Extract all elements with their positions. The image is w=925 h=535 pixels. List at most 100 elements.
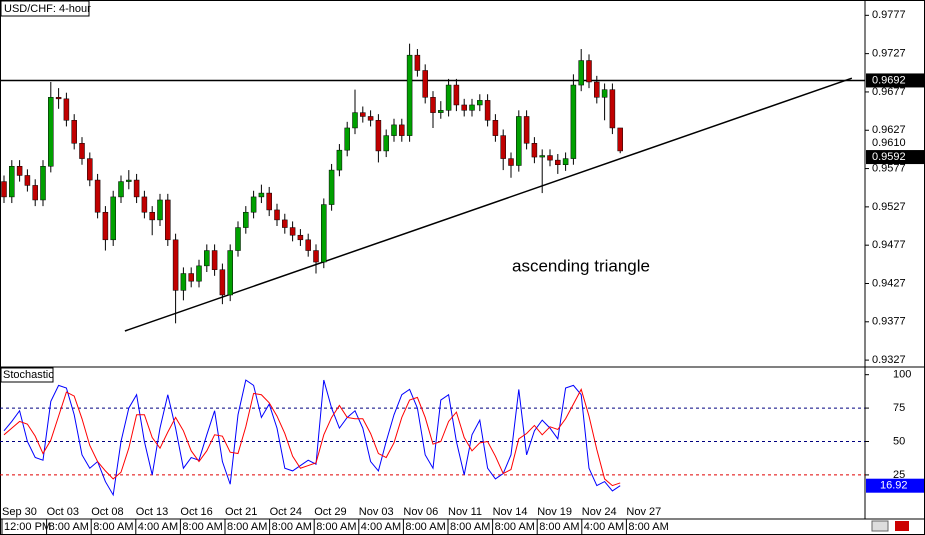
stochastic-line bbox=[3, 379, 621, 497]
candle-body bbox=[32, 185, 38, 201]
y-tick-label: 0.9377 bbox=[872, 316, 906, 328]
candle-body bbox=[305, 239, 311, 251]
candle-body bbox=[118, 181, 124, 198]
candle-body bbox=[445, 84, 452, 111]
x-time-label: 8:00 AM bbox=[495, 521, 535, 533]
current-label-box bbox=[866, 478, 924, 493]
candle-body bbox=[438, 110, 444, 113]
candle-body bbox=[71, 120, 77, 144]
candle-body bbox=[211, 250, 218, 270]
y-tick-label: 0.9677 bbox=[872, 86, 906, 98]
x-date-label: Nov 06 bbox=[403, 506, 438, 518]
trendline bbox=[124, 77, 853, 332]
candle-body bbox=[282, 219, 288, 228]
y-tick-label: 0.9327 bbox=[872, 354, 906, 366]
candle-body bbox=[601, 89, 608, 98]
candle-body bbox=[297, 234, 304, 241]
y-tick-label: 0.9527 bbox=[872, 201, 906, 213]
y-tick-label: 75 bbox=[893, 402, 905, 414]
stochastic-title: Stochastic bbox=[3, 369, 54, 381]
x-time-label: 12:00 PM bbox=[4, 521, 51, 533]
candle-body bbox=[570, 84, 577, 159]
y-tick-label: 0.9627 bbox=[872, 124, 906, 136]
candle-body bbox=[204, 250, 210, 267]
candle-body bbox=[586, 60, 592, 83]
candle-body bbox=[367, 116, 374, 121]
candle-body bbox=[399, 124, 405, 136]
candle-body bbox=[141, 196, 148, 213]
scroll-icon[interactable] bbox=[871, 520, 889, 532]
y-tick-label: 0.9477 bbox=[872, 239, 906, 251]
candle-body bbox=[352, 112, 358, 129]
candle-body bbox=[422, 70, 428, 98]
candle-body bbox=[344, 127, 350, 151]
candle-body bbox=[375, 120, 382, 152]
candle-body bbox=[149, 211, 155, 221]
title-box bbox=[0, 367, 54, 383]
annotation: ascending triangle bbox=[512, 256, 650, 275]
candle-body bbox=[157, 199, 163, 221]
candle-body bbox=[617, 127, 623, 152]
x-time-label: 4:00 AM bbox=[138, 521, 178, 533]
candle-body bbox=[1, 181, 7, 198]
y-tick-label: 0.9777 bbox=[872, 9, 906, 21]
candle-body bbox=[274, 209, 280, 221]
x-time-label: 4:00 AM bbox=[361, 521, 401, 533]
candle-body bbox=[79, 143, 85, 159]
x-date-label: Oct 13 bbox=[136, 506, 168, 518]
candle-body bbox=[87, 158, 93, 181]
x-date-label: Oct 16 bbox=[180, 506, 212, 518]
candle-body bbox=[484, 100, 491, 121]
candle-body bbox=[609, 89, 616, 129]
x-date-label: Sep 30 bbox=[2, 506, 37, 518]
price-label-box bbox=[866, 150, 924, 165]
candle-body bbox=[492, 120, 499, 136]
candle-body bbox=[406, 54, 413, 136]
price-label-box bbox=[866, 136, 924, 151]
candle-body bbox=[250, 196, 257, 213]
candle-body bbox=[266, 192, 272, 211]
price-label: 0.9592 bbox=[872, 151, 906, 163]
x-time-label: 8:00 AM bbox=[316, 521, 356, 533]
candle-body bbox=[578, 60, 584, 86]
candle-body bbox=[508, 158, 514, 166]
candle-body bbox=[328, 169, 335, 205]
candle-body bbox=[16, 166, 23, 176]
x-date-label: Oct 24 bbox=[270, 506, 302, 518]
candle-body bbox=[180, 273, 187, 291]
candle-body bbox=[126, 179, 132, 182]
x-time-label: 8:00 AM bbox=[628, 521, 668, 533]
y-tick-label: 0.9577 bbox=[872, 162, 906, 174]
candle-body bbox=[235, 227, 241, 251]
x-time-label: 8:00 AM bbox=[182, 521, 222, 533]
x-time-label: 8:00 AM bbox=[405, 521, 445, 533]
x-time-label: 8:00 AM bbox=[49, 521, 89, 533]
candle-body bbox=[133, 179, 140, 198]
candle-body bbox=[102, 211, 109, 241]
x-date-label: Nov 19 bbox=[537, 506, 572, 518]
candle-body bbox=[383, 135, 389, 152]
candle-body bbox=[594, 81, 600, 98]
title-box bbox=[0, 0, 90, 17]
x-time-label: 4:00 AM bbox=[584, 521, 624, 533]
candle-body bbox=[461, 104, 467, 111]
x-date-label: Nov 14 bbox=[493, 506, 528, 518]
x-time-label: 8:00 AM bbox=[227, 521, 267, 533]
candle-body bbox=[289, 227, 296, 236]
close-icon[interactable] bbox=[895, 521, 909, 531]
candle-body bbox=[219, 269, 226, 296]
candle-body bbox=[430, 97, 436, 113]
candle-body bbox=[500, 135, 506, 159]
x-date-label: Nov 27 bbox=[626, 506, 661, 518]
candle-body bbox=[539, 155, 545, 158]
candle-body bbox=[547, 155, 553, 161]
candle-body bbox=[196, 265, 202, 282]
chart-title: USD/CHF: 4-hour bbox=[4, 3, 91, 15]
candle-body bbox=[516, 116, 522, 166]
candle-body bbox=[48, 97, 54, 167]
candle-body bbox=[40, 166, 46, 201]
candle-body bbox=[313, 250, 319, 263]
x-date-label: Nov 11 bbox=[448, 506, 482, 518]
